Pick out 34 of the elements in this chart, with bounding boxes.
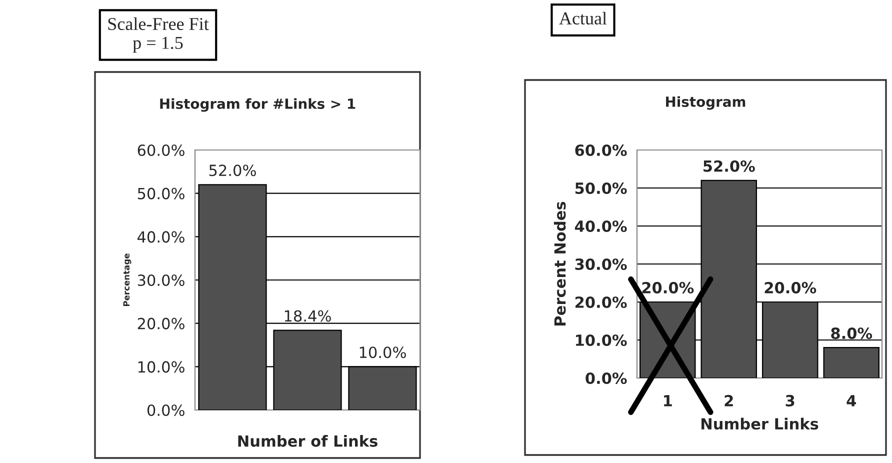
- y-tick-label: 10.0%: [576, 334, 627, 346]
- y-tick-label: 10.0%: [138, 361, 184, 373]
- y-tick-label: 50.0%: [138, 188, 184, 200]
- y-axis-title: Percentage: [123, 254, 132, 306]
- data-label: 20.0%: [642, 282, 694, 294]
- chart-title: Histogram: [666, 96, 746, 110]
- y-tick-label: 40.0%: [137, 231, 184, 243]
- x-axis-title: Number of Links: [238, 435, 378, 447]
- y-tick-label: 30.0%: [575, 258, 627, 270]
- data-label: 52.0%: [704, 160, 755, 172]
- x-tick-label: 4: [846, 395, 856, 406]
- x-axis-title: Number Links: [701, 418, 818, 430]
- y-tick-label: 0.0%: [147, 404, 184, 416]
- y-tick-label: 60.0%: [575, 144, 627, 156]
- y-tick-label: 40.0%: [574, 220, 627, 232]
- y-tick-label: 0.0%: [586, 372, 627, 384]
- data-label: 20.0%: [764, 282, 816, 294]
- data-label: 18.4%: [284, 310, 331, 322]
- text: Scale-Free Fit p = 1.5: [108, 17, 209, 53]
- x-tick-label: 2: [724, 394, 733, 406]
- data-label: 52.0%: [209, 164, 256, 176]
- bar: [823, 347, 880, 378]
- data-label: 10.0%: [360, 346, 406, 358]
- y-tick-label: 20.0%: [138, 318, 184, 330]
- chart-title: Histogram for #Links > 1: [160, 98, 356, 112]
- y-tick-label: 60.0%: [138, 144, 184, 156]
- x-tick-label: 3: [786, 394, 794, 406]
- y-tick-label: 30.0%: [138, 274, 184, 286]
- y-tick-label: 20.0%: [575, 296, 627, 308]
- y-axis-title: Percent Nodes: [554, 202, 566, 326]
- data-label: 8.0%: [831, 328, 872, 340]
- y-tick-label: 50.0%: [575, 182, 627, 194]
- text: Actual: [559, 12, 607, 25]
- x-tick-label: 1: [664, 395, 672, 406]
